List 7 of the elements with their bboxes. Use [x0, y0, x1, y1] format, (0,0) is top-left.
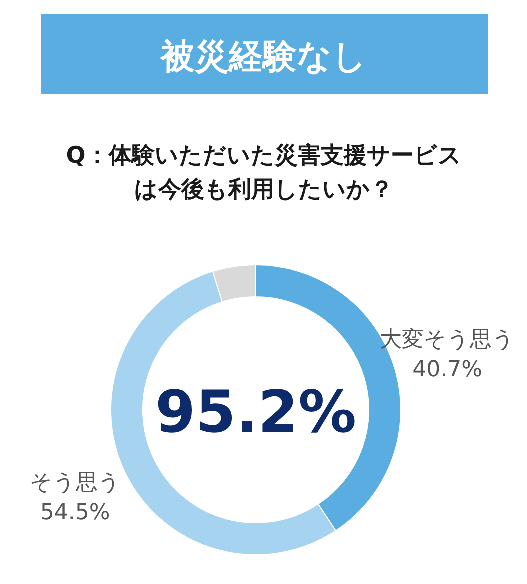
text: 95.2%	[155, 378, 357, 446]
chart-subtitle: Q：体験いただいた災害支援サービスは今後も利用したいか？	[66, 142, 462, 203]
data-label: 54.5%	[40, 500, 110, 526]
data-label: 40.7%	[412, 357, 482, 382]
slice-label: そう思う	[30, 470, 121, 496]
slice-label: 大変そう思う	[380, 327, 516, 352]
chart-title: 被災経験なし	[159, 37, 367, 77]
